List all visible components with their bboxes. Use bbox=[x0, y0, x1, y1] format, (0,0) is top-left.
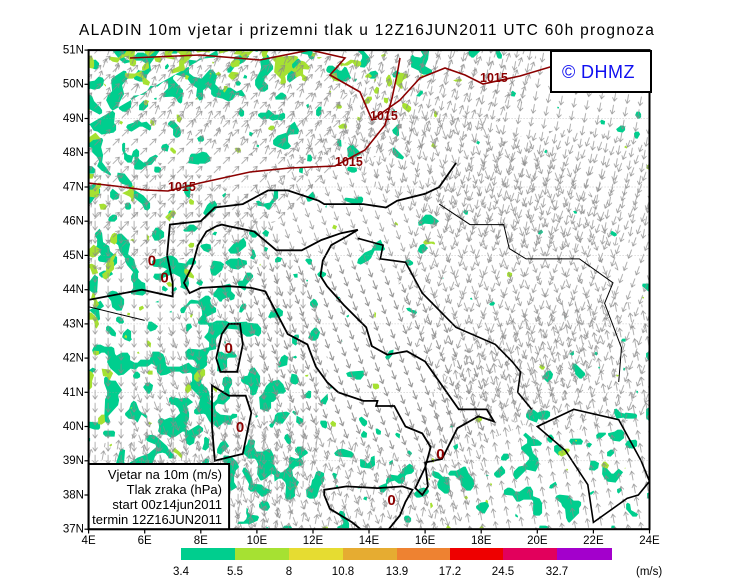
svg-text:0: 0 bbox=[160, 270, 168, 287]
svg-text:14E: 14E bbox=[359, 535, 380, 547]
svg-text:Vjetar na 10m (m/s): Vjetar na 10m (m/s) bbox=[108, 467, 222, 482]
svg-text:1015: 1015 bbox=[480, 71, 508, 85]
svg-text:51N: 51N bbox=[63, 45, 84, 57]
svg-text:16E: 16E bbox=[415, 535, 436, 547]
svg-text:termin 12Z16JUN2011: termin 12Z16JUN2011 bbox=[92, 512, 222, 527]
svg-text:37N: 37N bbox=[63, 524, 84, 536]
svg-text:0: 0 bbox=[387, 492, 395, 509]
svg-text:©: © bbox=[562, 62, 575, 82]
svg-text:1015: 1015 bbox=[335, 155, 363, 169]
svg-text:4E: 4E bbox=[82, 535, 96, 547]
svg-text:24.5: 24.5 bbox=[492, 566, 514, 578]
svg-text:41N: 41N bbox=[63, 387, 84, 399]
svg-text:42N: 42N bbox=[63, 353, 84, 365]
svg-text:0: 0 bbox=[225, 340, 233, 357]
svg-text:12E: 12E bbox=[303, 535, 324, 547]
svg-text:40N: 40N bbox=[63, 421, 84, 433]
svg-text:8: 8 bbox=[286, 566, 292, 578]
svg-text:49N: 49N bbox=[63, 113, 84, 125]
svg-text:10E: 10E bbox=[247, 535, 268, 547]
svg-text:20E: 20E bbox=[527, 535, 548, 547]
svg-text:18E: 18E bbox=[471, 535, 492, 547]
svg-text:22E: 22E bbox=[583, 535, 604, 547]
svg-text:38N: 38N bbox=[63, 489, 84, 501]
svg-text:32.7: 32.7 bbox=[546, 566, 568, 578]
svg-text:Tlak zraka (hPa): Tlak zraka (hPa) bbox=[127, 482, 222, 497]
svg-text:39N: 39N bbox=[63, 455, 84, 467]
svg-text:10.8: 10.8 bbox=[332, 566, 354, 578]
svg-text:start 00z14jun2011: start 00z14jun2011 bbox=[112, 497, 222, 512]
svg-text:44N: 44N bbox=[63, 284, 84, 296]
svg-text:1015: 1015 bbox=[370, 109, 398, 123]
svg-text:48N: 48N bbox=[63, 147, 84, 159]
svg-text:43N: 43N bbox=[63, 318, 84, 330]
svg-text:50N: 50N bbox=[63, 79, 84, 91]
svg-text:13.9: 13.9 bbox=[386, 566, 408, 578]
svg-text:46N: 46N bbox=[63, 216, 84, 228]
svg-text:24E: 24E bbox=[639, 535, 660, 547]
svg-text:47N: 47N bbox=[63, 181, 84, 193]
svg-text:8E: 8E bbox=[194, 535, 208, 547]
svg-text:45N: 45N bbox=[63, 250, 84, 262]
svg-text:6E: 6E bbox=[138, 535, 152, 547]
svg-text:0: 0 bbox=[436, 446, 444, 463]
svg-text:17.2: 17.2 bbox=[439, 566, 461, 578]
svg-text:DHMZ: DHMZ bbox=[581, 62, 635, 82]
svg-text:3.4: 3.4 bbox=[173, 566, 190, 578]
svg-text:(m/s): (m/s) bbox=[636, 566, 662, 578]
svg-text:5.5: 5.5 bbox=[227, 566, 243, 578]
svg-text:0: 0 bbox=[236, 419, 244, 436]
